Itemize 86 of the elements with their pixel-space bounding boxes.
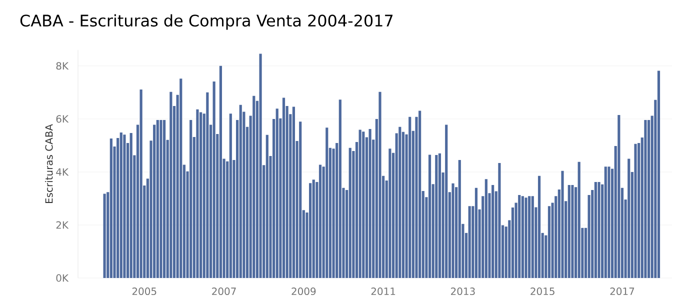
bar (528, 196, 531, 278)
bar (398, 126, 402, 278)
x-tick-label: 2011 (371, 288, 396, 296)
bar (123, 134, 126, 278)
bar (299, 122, 302, 278)
bar (438, 153, 442, 278)
bar (219, 66, 222, 278)
bar (484, 179, 488, 278)
bar (561, 170, 564, 278)
y-axis-title: Escrituras CABA (45, 124, 53, 204)
bar (162, 120, 166, 278)
bar (428, 154, 432, 278)
bar (452, 183, 454, 278)
bar (435, 154, 438, 278)
bar (206, 92, 209, 278)
bar (266, 134, 268, 278)
bar (120, 132, 122, 278)
bar (170, 92, 172, 278)
bar (312, 180, 315, 278)
bar (634, 144, 637, 278)
bar (276, 108, 278, 278)
y-tick-label: 4K (56, 168, 69, 176)
bar (199, 112, 202, 278)
bar (388, 148, 392, 278)
bar (239, 104, 242, 278)
bar (538, 176, 541, 278)
bar (608, 166, 610, 278)
bar (531, 196, 534, 278)
bar (368, 129, 372, 278)
bar (180, 78, 182, 278)
bar (160, 120, 162, 278)
bar (103, 194, 106, 278)
bar (229, 114, 232, 278)
bar (492, 184, 494, 278)
bar (578, 162, 580, 278)
bar (196, 109, 199, 278)
x-tick-label: 2013 (451, 288, 475, 296)
bar (348, 148, 352, 278)
bar (140, 90, 142, 278)
x-tick-label: 2017 (610, 288, 634, 296)
x-tick-label: 2007 (212, 288, 236, 296)
bar (418, 110, 422, 278)
bar (190, 120, 192, 278)
bar (110, 138, 112, 278)
bar (358, 130, 362, 278)
y-tick-label: 6K (56, 115, 69, 123)
bar (362, 132, 365, 278)
bar (571, 184, 574, 278)
y-tick-label: 8K (56, 62, 69, 70)
bar (318, 164, 322, 278)
bar (326, 128, 328, 278)
bar (644, 120, 647, 278)
bar (458, 160, 461, 278)
bar (252, 96, 256, 278)
bar (618, 114, 620, 278)
bar (518, 195, 521, 278)
bar (130, 132, 132, 278)
x-tick-label: 2005 (132, 288, 156, 296)
bar (445, 124, 448, 278)
chart-title: CABA - Escrituras de Compra Venta 2004-2017 (20, 14, 393, 30)
bar (594, 182, 597, 278)
bar (628, 158, 630, 278)
bar (498, 162, 501, 278)
bar (309, 183, 312, 278)
x-tick-label: 2015 (530, 288, 554, 296)
bar (378, 92, 382, 278)
bar (598, 182, 600, 278)
bar (468, 206, 471, 278)
bar (474, 188, 478, 278)
bar (657, 70, 660, 278)
bar (292, 106, 295, 278)
bar (604, 166, 607, 278)
bar (524, 198, 528, 278)
y-tick-label: 0K (56, 274, 69, 282)
bar (647, 120, 650, 278)
bar (259, 54, 262, 278)
bar (408, 116, 412, 278)
bar (568, 184, 570, 278)
bar (282, 98, 286, 278)
bar (212, 82, 216, 278)
x-tick-label: 2009 (292, 288, 316, 296)
bar (548, 206, 551, 278)
y-tick-label: 2K (56, 221, 69, 229)
bar (338, 100, 342, 278)
bar (156, 120, 159, 278)
bar (521, 196, 524, 278)
